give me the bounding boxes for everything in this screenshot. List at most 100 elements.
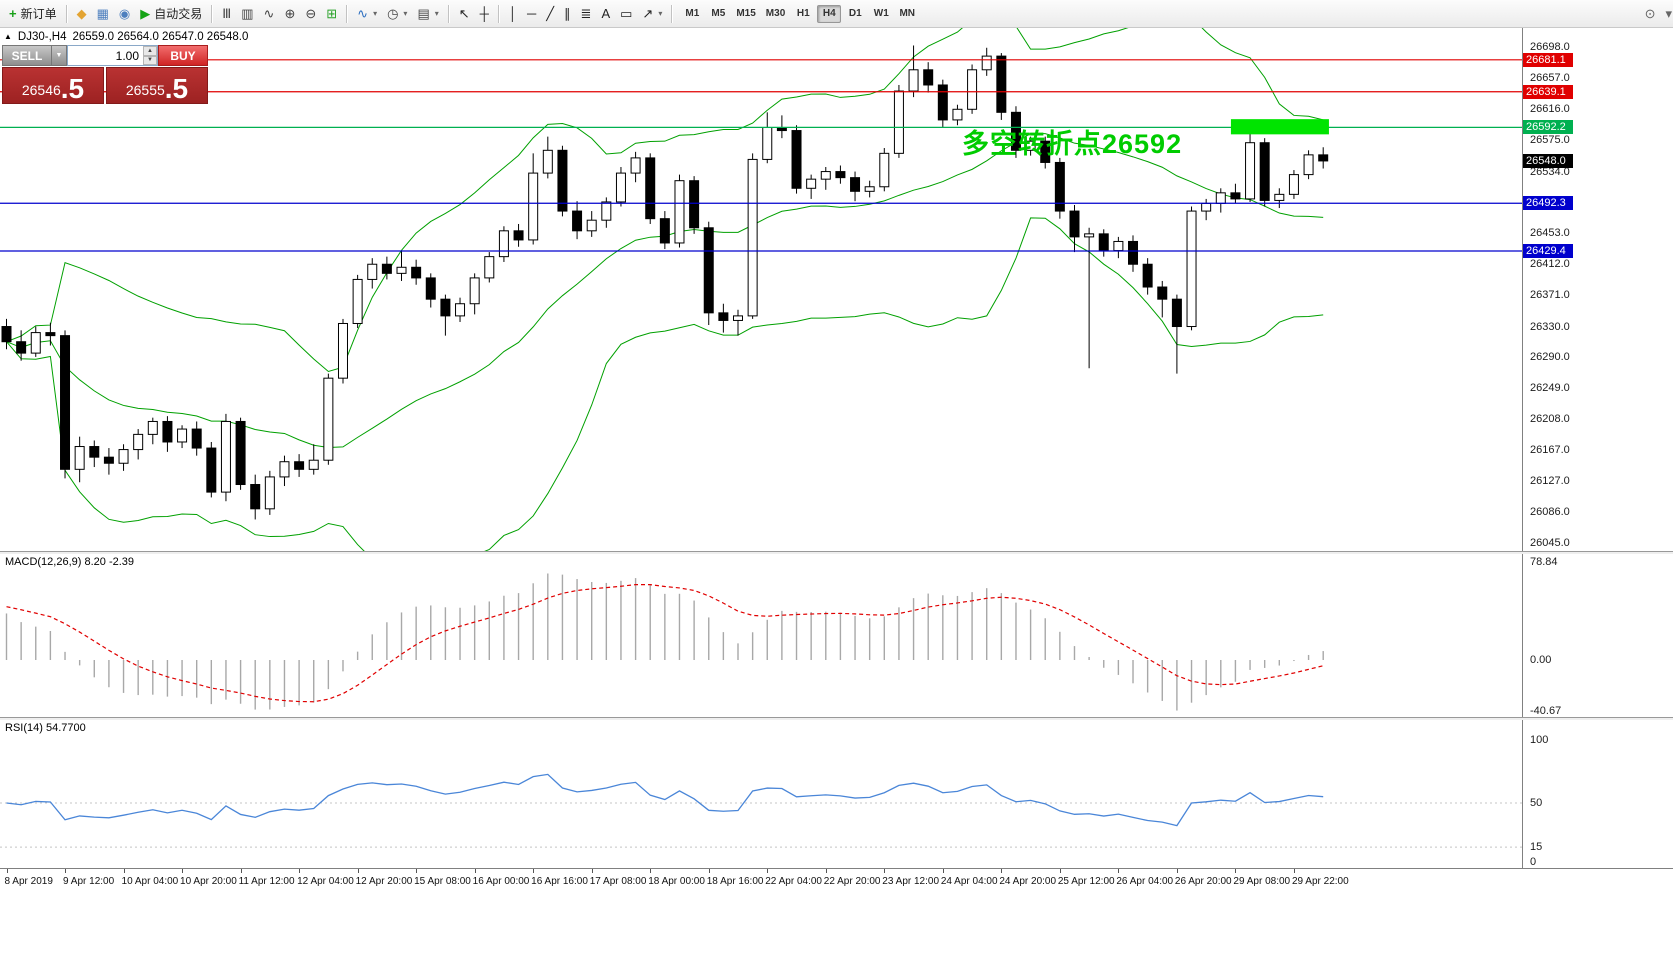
order-type-dropdown[interactable]: ▼: [52, 45, 67, 66]
chart-candles-icon[interactable]: ▥: [236, 3, 258, 25]
dropdown-caret-icon: ▾: [434, 9, 439, 18]
time-axis-tick: [1118, 869, 1120, 873]
text-tool[interactable]: A: [596, 3, 615, 25]
time-axis-tick: [357, 869, 359, 873]
buy-price-frac: .5: [164, 72, 189, 104]
price-scale-label: 26616.0: [1530, 103, 1570, 116]
time-axis-label: 16 Apr 16:00: [531, 876, 588, 887]
time-axis-tick: [942, 869, 944, 873]
arrows-tool-glyph: ↗: [642, 6, 654, 21]
periods-button[interactable]: ◷ ▾: [382, 3, 412, 25]
timeframe-h4[interactable]: H4: [817, 4, 842, 23]
price-scale-label: 26371.0: [1530, 289, 1570, 302]
market-watch-icon-glyph: ▦: [96, 6, 109, 21]
zoom-out-icon[interactable]: ⊖: [300, 3, 321, 25]
fibonacci-tool[interactable]: ≣: [576, 3, 597, 25]
navigator-icon-glyph: ◉: [118, 6, 131, 21]
toolbar-separator: [447, 4, 450, 23]
toolbar-separator: [65, 4, 68, 23]
chart-bars-icon[interactable]: Ⅲ: [217, 3, 236, 25]
indicators-button[interactable]: ∿ ▾: [352, 3, 382, 25]
search-icon[interactable]: ⊙: [1640, 3, 1661, 25]
one-click-collapse-icon[interactable]: ▲: [4, 32, 12, 41]
timeframe-h1[interactable]: H1: [791, 5, 815, 23]
price-scale-label: 26045.0: [1530, 537, 1570, 549]
timeframe-mn[interactable]: MN: [895, 5, 919, 23]
volume-increase-button[interactable]: ▲: [143, 46, 157, 56]
volume-decrease-button[interactable]: ▼: [143, 55, 157, 65]
volume-input[interactable]: [67, 45, 158, 66]
timeframe-m1[interactable]: M1: [680, 5, 704, 23]
tile-windows-icon[interactable]: ⊞: [321, 3, 342, 25]
buy-button[interactable]: BUY: [158, 45, 208, 66]
macd-signal-line: [6, 584, 1324, 703]
time-axis-tick: [65, 869, 67, 873]
timeframe-d1[interactable]: D1: [843, 5, 867, 23]
crosshair-tool[interactable]: ┼: [475, 3, 494, 25]
horizontal-line-objects[interactable]: [0, 59, 1522, 252]
pane-splitter-2[interactable]: [0, 717, 1673, 720]
navigator-icon[interactable]: ◉: [114, 3, 135, 25]
trendline-tool[interactable]: ╱: [541, 3, 559, 25]
chart-ohlc-readout: 26559.0 26564.0 26547.0 26548.0: [72, 31, 249, 43]
price-scale-label: 26698.0: [1530, 41, 1570, 53]
time-axis-label: 18 Apr 00:00: [648, 876, 705, 887]
price-scale[interactable]: 26698.026657.026616.026575.026534.026493…: [1522, 27, 1673, 868]
trendline-tool-glyph: ╱: [546, 6, 555, 21]
channel-tool-glyph: ∥: [564, 6, 571, 21]
zoom-in-icon[interactable]: ⊕: [279, 3, 300, 25]
time-axis-tick: [299, 869, 301, 873]
channel-tool[interactable]: ∥: [559, 3, 576, 25]
timeframe-m5[interactable]: M5: [706, 5, 730, 23]
time-axis-tick: [416, 869, 418, 873]
time-axis-tick: [6, 869, 8, 873]
time-axis-tick: [1176, 869, 1178, 873]
toolbar-options-icon[interactable]: ▾: [1660, 3, 1673, 25]
templates-button[interactable]: ▤ ▾: [412, 3, 443, 25]
metaeditor-icon[interactable]: ◆: [72, 3, 92, 25]
price-scale-label: 26086.0: [1530, 505, 1570, 518]
price-scale-label: 26534.0: [1530, 165, 1570, 178]
vertical-line-tool[interactable]: │: [504, 3, 522, 25]
rsi-name: RSI(14): [5, 722, 43, 734]
chart-line-icon[interactable]: ∿: [259, 3, 280, 25]
macd-scale-label: 0.00: [1530, 654, 1552, 666]
timeframe-w1[interactable]: W1: [869, 5, 893, 23]
sell-button[interactable]: SELL: [2, 45, 52, 66]
one-click-trade-panel: SELL ▼ ▲ ▼ BUY 26546.5 26555.5: [2, 45, 208, 104]
rsi-label: RSI(14) 54.7700: [5, 722, 86, 734]
time-axis-tick: [240, 869, 242, 873]
time-axis-label: 9 Apr 12:00: [63, 876, 115, 887]
autotrading-button[interactable]: ▶ 自动交易: [135, 3, 207, 25]
market-watch-icon[interactable]: ▦: [92, 3, 114, 25]
cursor-tool[interactable]: ↖: [454, 3, 475, 25]
macd-histogram: [5, 573, 1324, 711]
sell-price-int: 26546: [21, 82, 61, 98]
timeframe-m15[interactable]: M15: [732, 5, 759, 23]
rectangle-annotation[interactable]: [1230, 119, 1329, 135]
sell-price-display[interactable]: 26546.5: [2, 67, 104, 104]
price-scale-label: 26412.0: [1530, 258, 1570, 271]
time-axis-label: 23 Apr 12:00: [882, 876, 940, 887]
arrows-tool[interactable]: ↗ ▾: [637, 3, 667, 25]
label-tool[interactable]: ▭: [615, 3, 637, 25]
dropdown-caret-icon: ▾: [658, 9, 663, 18]
chart-annotation-text[interactable]: 多空转折点26592: [962, 129, 1183, 159]
macd-label: MACD(12,26,9) 8.20 -2.39: [5, 556, 134, 568]
time-axis-label: 10 Apr 04:00: [121, 876, 179, 887]
buy-price-display[interactable]: 26555.5: [106, 67, 208, 104]
pane-splitter[interactable]: [0, 551, 1673, 554]
dropdown-caret-icon: ▾: [403, 9, 408, 18]
window-bottom-area: [0, 892, 1673, 954]
new-order-button-glyph: +: [9, 6, 17, 21]
dropdown-caret-icon: ▾: [373, 9, 378, 18]
price-scale-label: 26290.0: [1530, 350, 1570, 363]
horizontal-line-tool-glyph: ─: [527, 6, 537, 21]
horizontal-line-tool[interactable]: ─: [522, 3, 541, 25]
time-axis-label: 17 Apr 08:00: [589, 876, 647, 887]
rsi-scale-label: 50: [1530, 797, 1543, 809]
timeframe-m30[interactable]: M30: [762, 5, 789, 23]
new-order-button[interactable]: + 新订单: [4, 3, 62, 25]
time-axis[interactable]: 8 Apr 2019 9 Apr 12:00 10 Apr 04:00 10 Apr …: [0, 868, 1673, 893]
toolbar-separator: [671, 4, 674, 23]
